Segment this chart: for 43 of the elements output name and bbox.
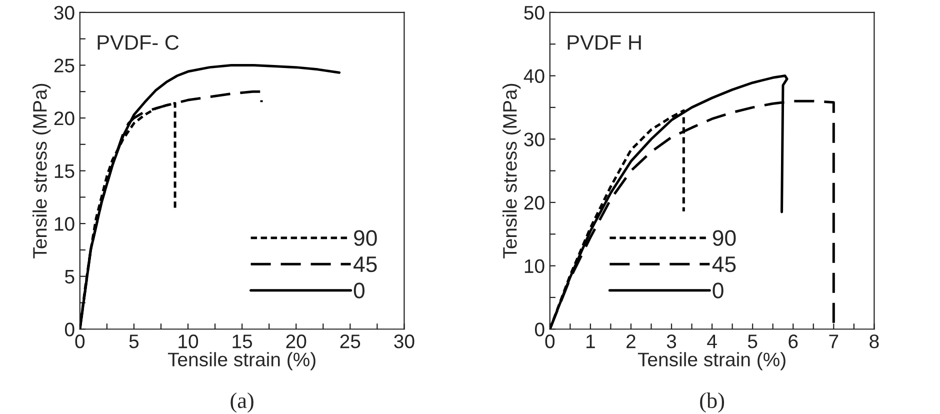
y-tick-label: 0 [534,322,544,336]
legend-label: 90 [354,230,377,246]
y-axis-title: Tensile stress (MPa) [32,84,51,258]
y-tick-label: 10 [54,217,74,231]
x-tick-label: 0 [75,334,85,348]
y-tick-label: 30 [524,132,544,146]
x-tick-label: 8 [870,334,879,348]
x-tick-label: 30 [394,334,414,348]
text: (a) [230,392,254,413]
x-tick-label: 3 [666,334,676,348]
x-tick-label: 0 [545,334,555,348]
x-axis-title: Tensile strain (%) [168,352,316,370]
x-tick-label: 2 [626,334,636,348]
y-tick-label: 30 [54,6,74,20]
y-tick-label: 0 [64,322,74,336]
x-tick-label: 1 [586,334,595,348]
legend-label: 0 [354,282,364,298]
x-tick-label: 7 [829,334,838,348]
legend-label: 90 [712,230,736,246]
y-tick-label: 5 [65,270,74,284]
y-tick-label: 10 [524,259,544,274]
legend-label: 45 [712,256,736,272]
x-tick-label: 10 [178,334,198,348]
y-tick-label: 20 [524,196,544,210]
text: PVDF H [568,35,641,50]
x-tick-label: 15 [232,334,252,348]
y-tick-label: 15 [54,164,74,178]
y-tick-label: 50 [524,6,544,20]
y-tick-label: 40 [524,69,544,83]
text: (b) [700,392,724,413]
x-tick-label: 5 [748,334,758,348]
x-tick-label: 25 [340,334,360,348]
y-tick-label: 25 [54,58,74,72]
x-tick-label: 5 [129,334,139,348]
legend-label: 45 [354,256,377,272]
y-axis-title: Tensile stress (MPa) [502,84,521,258]
legend-label: 0 [712,282,724,298]
y-tick-label: 20 [54,111,74,126]
x-tick-label: 6 [788,334,798,348]
x-tick-label: 20 [286,334,306,348]
x-axis-title: Tensile strain (%) [638,352,786,370]
x-tick-label: 4 [707,334,717,348]
text: PVDF- C [98,35,179,50]
